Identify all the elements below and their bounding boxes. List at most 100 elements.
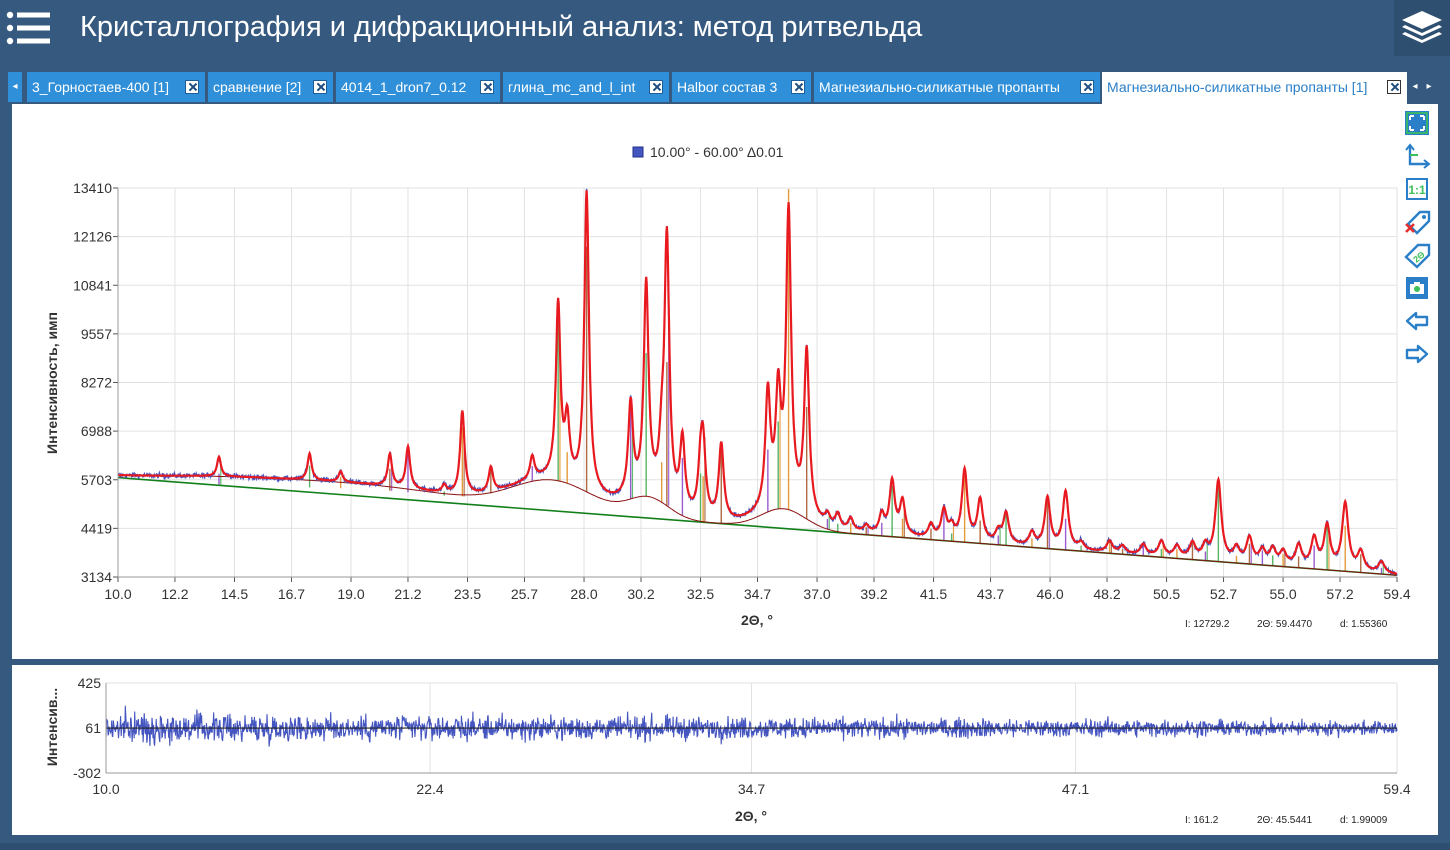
- fit-view-icon: [1405, 111, 1429, 135]
- x-tick-label: 59.4: [1383, 586, 1410, 602]
- main-series: [117, 188, 1398, 577]
- hkl-tick-bars: [218, 189, 1384, 575]
- x-tick-label: 43.7: [977, 586, 1004, 602]
- scale-1-1-button[interactable]: 1:1: [1402, 175, 1432, 203]
- remove-labels-icon: [1405, 210, 1431, 235]
- tab-dron7[interactable]: 4014_1_dron7_0.12: [336, 72, 500, 102]
- axes-button[interactable]: [1402, 142, 1432, 170]
- tab-scroll-prev-button[interactable]: ◂: [1412, 81, 1418, 92]
- x-tick-label: 21.2: [394, 586, 421, 602]
- next-button[interactable]: [1402, 340, 1432, 368]
- x-tick-label: 25.7: [511, 586, 538, 602]
- tab-scroll-controls: ◂ ▸: [1407, 72, 1437, 102]
- 2theta-label-icon: 2Θ: [1404, 243, 1431, 269]
- readout-d-spacing: d: 1.55360: [1340, 619, 1388, 630]
- tab-label: сравнение [2]: [213, 79, 302, 95]
- axes-icon: [1405, 143, 1431, 169]
- y-tick-label: 61: [85, 720, 101, 736]
- arrow-right-icon: [1405, 344, 1429, 364]
- readout-two-theta: 2Θ: 45.5441: [1257, 815, 1312, 826]
- close-icon[interactable]: [313, 80, 327, 94]
- status-strip: [0, 843, 1450, 850]
- chart-legend: 10.00° - 60.00° Δ0.01: [632, 144, 784, 160]
- y-tick-label: 4419: [81, 520, 112, 536]
- y-tick-label: 3134: [81, 569, 112, 585]
- readout-intensity: I: 161.2: [1185, 815, 1219, 826]
- readout-d-spacing: d: 1.99009: [1340, 815, 1388, 826]
- x-axis-title: 2Θ, °: [735, 808, 767, 824]
- close-icon[interactable]: [1387, 80, 1401, 94]
- x-tick-label: 23.5: [454, 586, 481, 602]
- tab-label: 4014_1_dron7_0.12: [341, 79, 467, 95]
- layers-button[interactable]: [1394, 0, 1450, 56]
- x-tick-label: 59.4: [1383, 781, 1410, 797]
- tab-label: Магнезиально-силикатные пропанты: [819, 79, 1060, 95]
- menu-button[interactable]: [6, 9, 52, 47]
- tab-bar: ◂ 3_Горностаев-400 [1] сравнение [2] 401…: [0, 70, 1450, 104]
- x-tick-label: 16.7: [278, 586, 305, 602]
- x-tick-label: 55.0: [1269, 586, 1296, 602]
- difference-chart[interactable]: 10.0 22.4 34.7 47.1 59.4 -302 61 425 2Θ, ° Инте…: [12, 665, 1438, 835]
- close-icon[interactable]: [649, 80, 663, 94]
- x-tick-label: 19.0: [337, 586, 364, 602]
- y-tick-label: 5703: [81, 472, 112, 488]
- 2theta-label-button[interactable]: 2Θ: [1402, 241, 1432, 269]
- y-tick-label: 425: [78, 675, 102, 691]
- x-tick-label: 22.4: [416, 781, 443, 797]
- close-icon[interactable]: [185, 80, 199, 94]
- tab-propanty[interactable]: Магнезиально-силикатные пропанты: [814, 72, 1100, 102]
- x-tick-label: 47.1: [1062, 781, 1089, 797]
- x-tick-label: 48.2: [1093, 586, 1120, 602]
- prev-button[interactable]: [1402, 307, 1432, 335]
- tab-label: Halbor состав 3: [677, 79, 778, 95]
- tab-sravnenie[interactable]: сравнение [2]: [208, 72, 333, 102]
- y-tick-label: 10841: [73, 277, 112, 293]
- y-tick-label: 9557: [81, 326, 112, 342]
- x-tick-label: 52.7: [1210, 586, 1237, 602]
- x-tick-label: 50.5: [1153, 586, 1180, 602]
- x-tick-label: 34.7: [744, 586, 771, 602]
- y-tick-label: 12126: [73, 229, 112, 245]
- y-axis-title: Интенсивность, имп: [44, 312, 60, 454]
- close-icon[interactable]: [1080, 80, 1094, 94]
- x-tick-label: 28.0: [570, 586, 597, 602]
- x-tick-label: 30.2: [627, 586, 654, 602]
- tab-gornostaev[interactable]: 3_Горностаев-400 [1]: [27, 72, 205, 102]
- page-title: Кристаллография и дифракционный анализ: …: [80, 11, 923, 43]
- y-axis-title: Интенсив...: [44, 688, 60, 766]
- fit-view-button[interactable]: [1402, 109, 1432, 137]
- y-tick-label: 8272: [81, 375, 112, 391]
- x-tick-label: 12.2: [161, 586, 188, 602]
- main-chart[interactable]: 10.0 12.2 14.5 16.7 19.0 21.2 23.5 25.7 28.0 30.2…: [12, 104, 1438, 659]
- x-tick-label: 46.0: [1036, 586, 1063, 602]
- remove-labels-button[interactable]: [1402, 208, 1432, 236]
- x-tick-label: 41.5: [920, 586, 947, 602]
- tab-halbor[interactable]: Halbor состав 3: [672, 72, 811, 102]
- calculated-series: [118, 190, 1397, 575]
- main-chart-panel: 10.0 12.2 14.5 16.7 19.0 21.2 23.5 25.7 28.0 30.2…: [12, 104, 1438, 659]
- x-tick-label: 32.5: [687, 586, 714, 602]
- tab-glina[interactable]: глина_mc_and_l_int: [503, 72, 669, 102]
- screenshot-button[interactable]: [1402, 274, 1432, 302]
- readout-intensity: I: 12729.2: [1185, 619, 1230, 630]
- x-tick-label: 10.0: [92, 781, 119, 797]
- tab-propanty-1[interactable]: Магнезиально-силикатные пропанты [1]: [1102, 72, 1407, 104]
- x-tick-label: 39.2: [860, 586, 887, 602]
- arrow-left-icon: [1405, 311, 1429, 331]
- x-tick-label: 37.0: [803, 586, 830, 602]
- readout-two-theta: 2Θ: 59.4470: [1257, 619, 1312, 630]
- tab-label: 3_Горностаев-400 [1]: [32, 79, 170, 95]
- scale-1-1-icon: 1:1: [1406, 178, 1428, 200]
- app-header: Кристаллография и дифракционный анализ: …: [0, 0, 1450, 56]
- main-axes: 10.0 12.2 14.5 16.7 19.0 21.2 23.5 25.7 28.0 30.2…: [73, 180, 1411, 602]
- legend-label: 10.00° - 60.00° Δ0.01: [650, 144, 784, 160]
- tab-scroll-next-button[interactable]: ▸: [1426, 81, 1432, 92]
- tab-label: Магнезиально-силикатные пропанты [1]: [1107, 79, 1368, 95]
- close-icon[interactable]: [791, 80, 805, 94]
- close-icon[interactable]: [480, 80, 494, 94]
- y-tick-label: 13410: [73, 180, 112, 196]
- tab-scroll-left-button[interactable]: ◂: [8, 72, 22, 102]
- x-tick-label: 57.2: [1326, 586, 1353, 602]
- layers-icon: [1402, 11, 1442, 43]
- y-tick-label: -302: [73, 765, 101, 781]
